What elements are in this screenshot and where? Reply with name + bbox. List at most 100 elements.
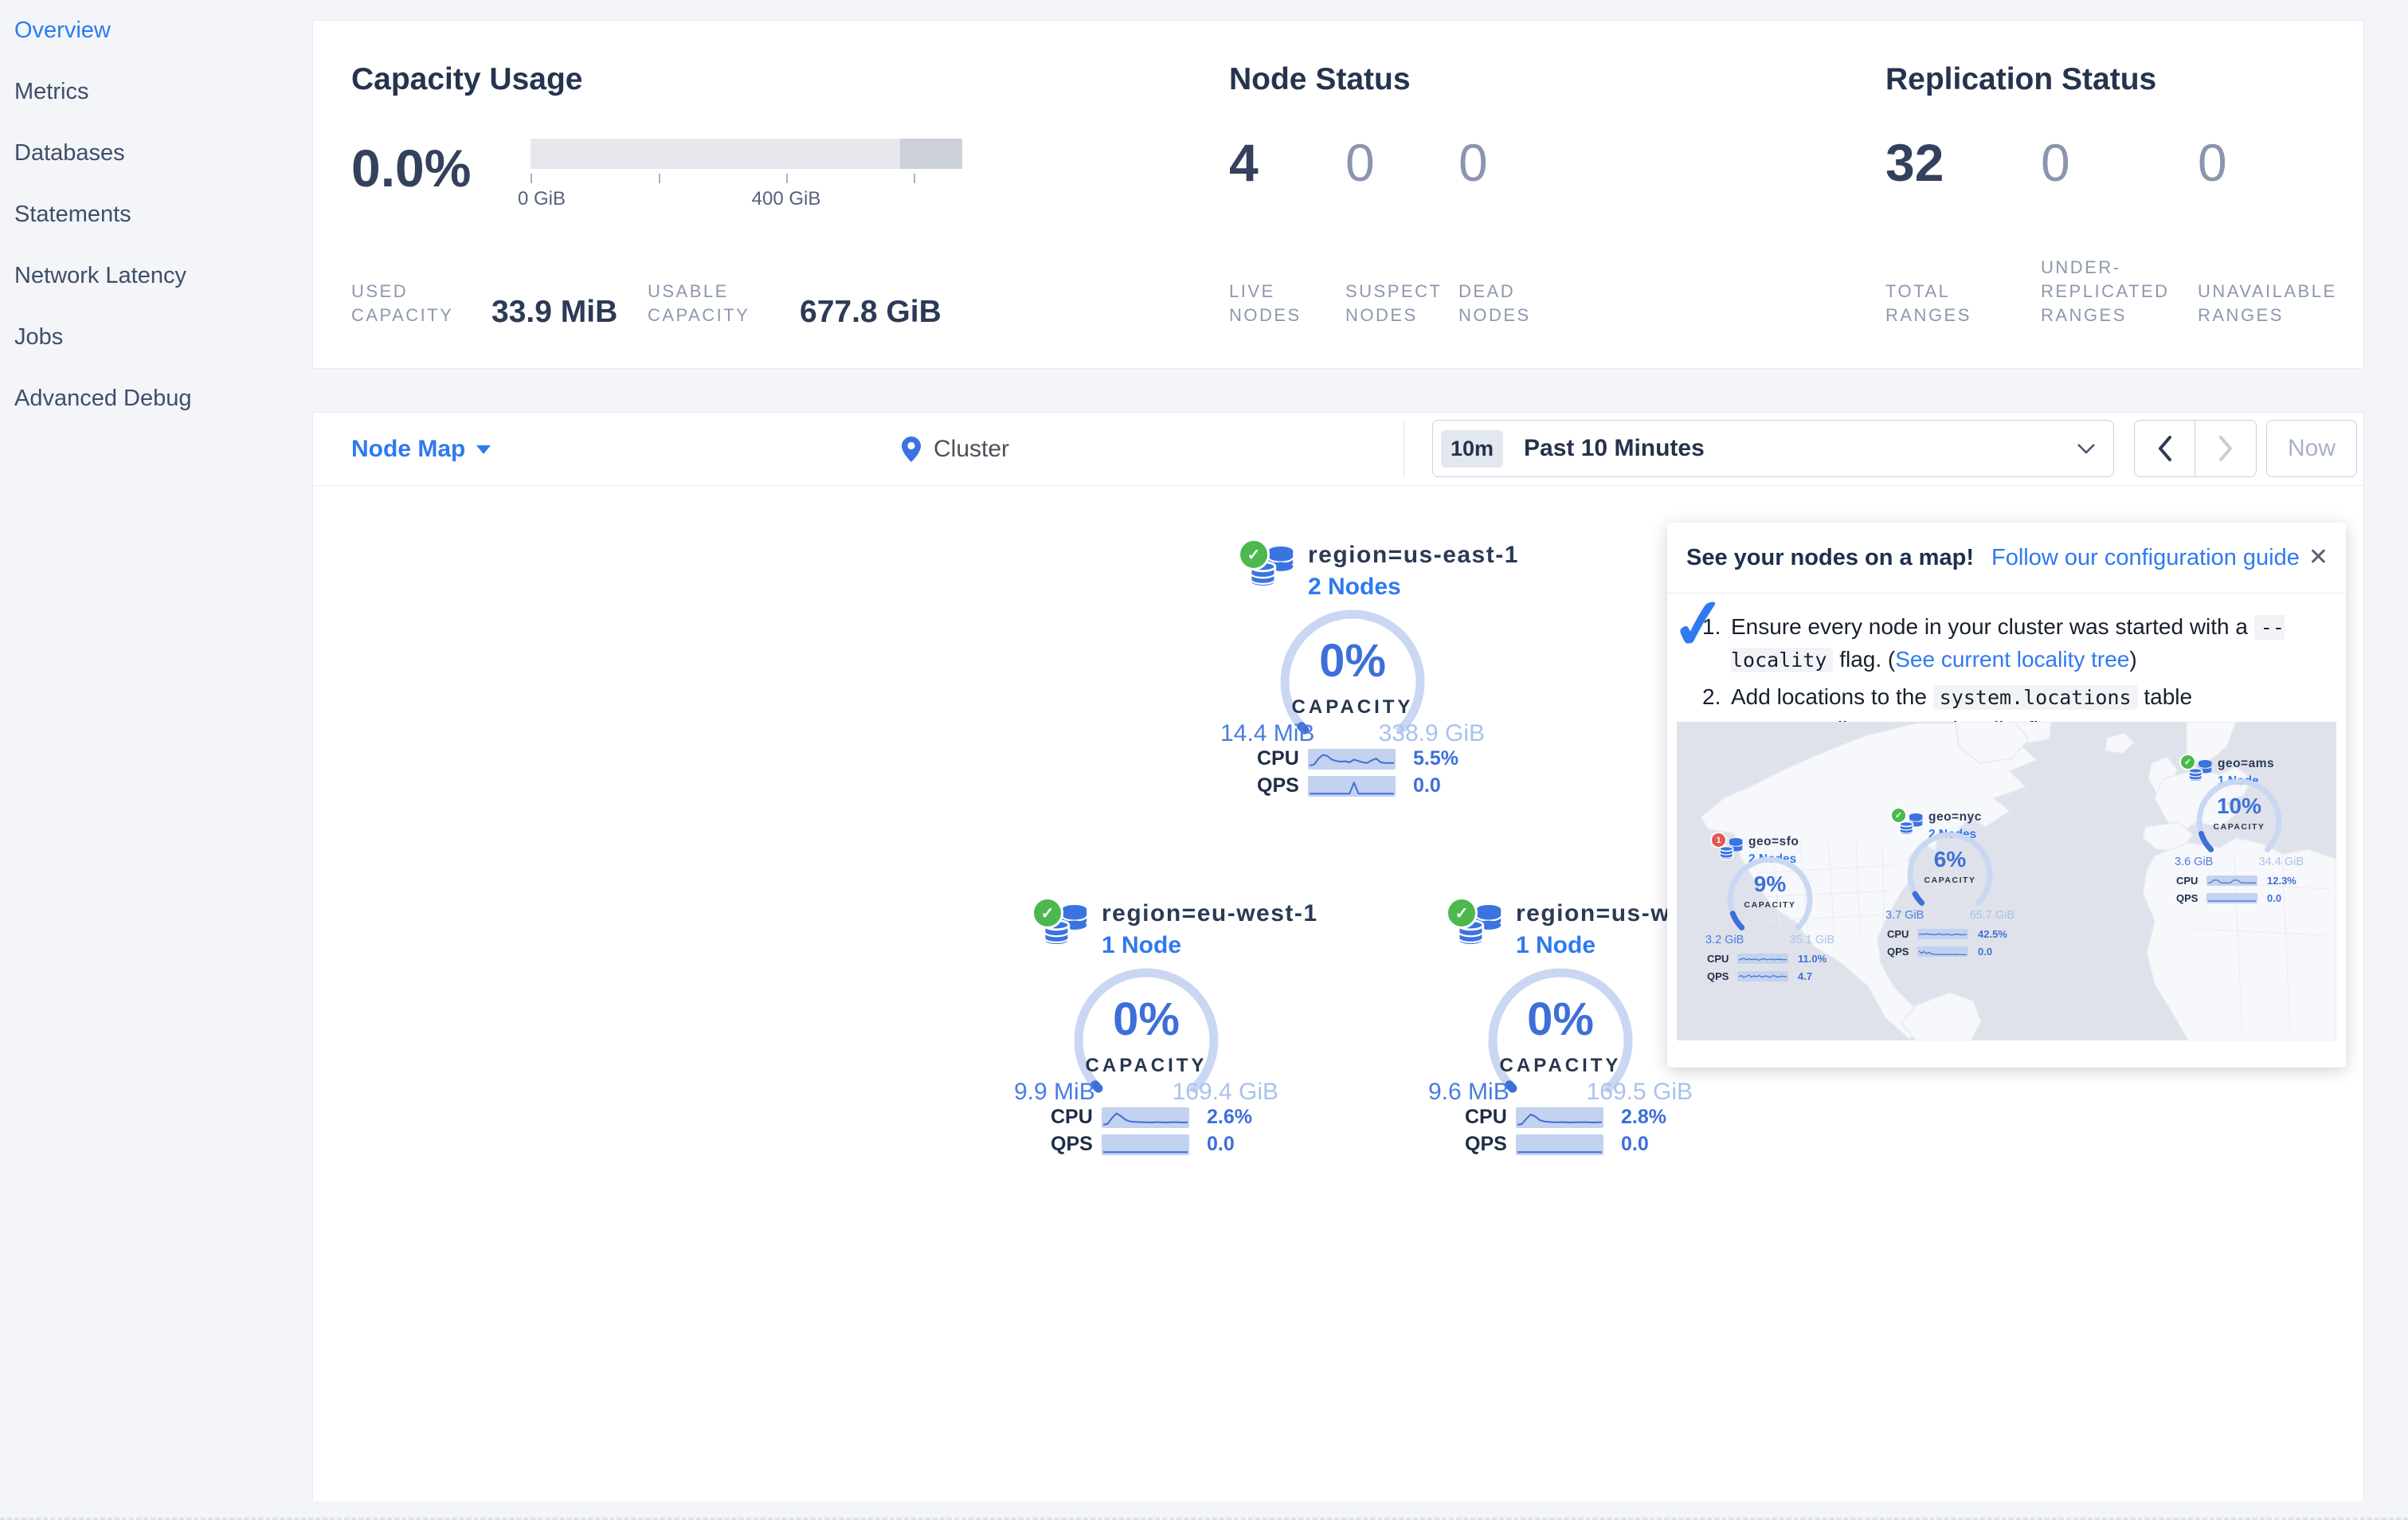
capacity-caption: CAPACITY bbox=[1924, 876, 1976, 885]
cpu-value: 11.0% bbox=[1798, 953, 1827, 965]
capacity-arc bbox=[1727, 856, 1813, 930]
dead-nodes-stat: 0 DEAD NODES bbox=[1459, 133, 1529, 327]
locality-tree-link[interactable]: See current locality tree bbox=[1895, 647, 2130, 672]
sidebar-item-overview[interactable]: Overview bbox=[14, 18, 111, 43]
cpu-label: CPU bbox=[1465, 1106, 1507, 1128]
setup-step-1: 1. Ensure every node in your cluster was… bbox=[1702, 611, 2314, 676]
sidebar-item-statements[interactable]: Statements bbox=[14, 202, 131, 227]
capacity-gauge: 0% CAPACITY bbox=[1067, 964, 1226, 1099]
cpu-label: CPU bbox=[1887, 928, 1909, 940]
geo-title: geo=ams bbox=[2218, 757, 2275, 770]
total-ranges-label: TOTAL RANGES bbox=[1885, 281, 1971, 325]
qps-label: QPS bbox=[1465, 1133, 1507, 1155]
sidebar-item-databases[interactable]: Databases bbox=[14, 140, 125, 166]
suspect-nodes-value: 0 bbox=[1345, 133, 1375, 192]
capacity-gauge: 6% CAPACITY bbox=[1905, 829, 1995, 909]
cpu-label: CPU bbox=[1707, 953, 1729, 965]
qps-sparkline bbox=[2206, 893, 2257, 903]
system-locations-code: system.locations bbox=[1932, 685, 2138, 710]
capacity-min-max: 14.4 MiB 338.9 GiB bbox=[1220, 720, 1485, 747]
cpu-metric-row: CPU 42.5% bbox=[1887, 928, 2007, 940]
region-card-eu-west-1[interactable]: ✓ region=eu-west-1 1 Node 0% CAPACITY 9.… bbox=[1014, 897, 1317, 1168]
cpu-label: CPU bbox=[2176, 875, 2199, 887]
time-nav-arrows bbox=[2134, 420, 2257, 477]
now-button[interactable]: Now bbox=[2266, 420, 2357, 477]
capacity-used-value: 3.7 GiB bbox=[1885, 909, 1924, 922]
qps-metric-row: QPS 0.0 bbox=[1887, 946, 1992, 958]
time-prev-button[interactable] bbox=[2134, 420, 2195, 477]
capacity-usable-value: 169.4 GiB bbox=[1172, 1079, 1278, 1105]
qps-metric-row: QPS 4.7 bbox=[1707, 970, 1812, 982]
region-nodes-link[interactable]: 2 Nodes bbox=[1308, 574, 1401, 600]
capacity-tick-label-0: 0 GiB bbox=[517, 188, 566, 210]
qps-metric-row: QPS 0.0 bbox=[2176, 892, 2281, 904]
region-nodes-link[interactable]: 1 Node bbox=[1102, 932, 1182, 958]
total-ranges-value: 32 bbox=[1885, 133, 1944, 192]
sidebar-item-network-latency[interactable]: Network Latency bbox=[14, 263, 186, 288]
cpu-value: 2.8% bbox=[1621, 1106, 1666, 1128]
region-nodes-link[interactable]: 1 Node bbox=[1516, 932, 1596, 958]
cpu-sparkline bbox=[1102, 1107, 1189, 1128]
time-next-button[interactable] bbox=[2195, 420, 2257, 477]
capacity-min-max: 3.6 GiB 34.4 GiB bbox=[2171, 856, 2307, 868]
cpu-sparkline bbox=[1516, 1107, 1603, 1128]
qps-label: QPS bbox=[1257, 774, 1299, 797]
time-range-dropdown[interactable]: 10m Past 10 Minutes bbox=[1432, 420, 2114, 477]
cpu-label: CPU bbox=[1257, 747, 1299, 770]
qps-sparkline bbox=[1102, 1134, 1189, 1155]
qps-label: QPS bbox=[1707, 970, 1729, 982]
healthy-check-icon: ✓ bbox=[1890, 807, 1907, 824]
capacity-arc bbox=[1074, 968, 1219, 1093]
dead-nodes-value: 0 bbox=[1459, 133, 1488, 192]
chevron-down-icon bbox=[476, 445, 491, 454]
capacity-usable-value: 35.1 GiB bbox=[1789, 934, 1834, 946]
capacity-bar: 0 GiB 400 GiB bbox=[518, 139, 962, 234]
capacity-arc bbox=[1907, 832, 1993, 906]
capacity-used-value: 14.4 MiB bbox=[1220, 720, 1315, 746]
healthy-check-icon: ✓ bbox=[1032, 897, 1063, 929]
region-card-us-east-1[interactable]: ✓ region=us-east-1 2 Nodes 0% CAPACITY 1… bbox=[1220, 539, 1517, 809]
node-map-canvas: ✓ region=us-east-1 2 Nodes 0% CAPACITY 1… bbox=[313, 486, 2363, 1502]
capacity-used-value: 9.6 MiB bbox=[1428, 1079, 1509, 1105]
configuration-guide-link[interactable]: Follow our configuration guide bbox=[1991, 544, 2300, 570]
cluster-summary-card: Capacity Usage 0.0% 0 GiB 400 GiB USED C… bbox=[312, 20, 2364, 369]
node-map-card: Node Map Cluster 10m Past 10 Minutes bbox=[312, 412, 2364, 1502]
nodes-on-map-popup: See your nodes on a map! Follow our conf… bbox=[1666, 523, 2346, 1068]
capacity-gauge: 0% CAPACITY bbox=[1273, 605, 1432, 741]
suspect-nodes-label: SUSPECT NODES bbox=[1345, 281, 1443, 325]
cpu-metric-row: CPU 2.8% bbox=[1465, 1106, 1666, 1129]
step-number: 1. bbox=[1702, 614, 1721, 639]
live-nodes-stat: 4 LIVE NODES bbox=[1229, 136, 1299, 327]
capacity-usable-value: 169.5 GiB bbox=[1586, 1079, 1693, 1105]
under-replicated-ranges-stat: 0 UNDER-REPLICATED RANGES bbox=[2041, 136, 2167, 327]
usable-capacity-label: USABLE CAPACITY bbox=[648, 281, 750, 325]
close-icon[interactable]: ✕ bbox=[2308, 544, 2328, 570]
blue-check-icon: ✓ bbox=[1666, 583, 1732, 666]
capacity-arc bbox=[1488, 968, 1633, 1093]
step-text: Ensure every node in your cluster was st… bbox=[1731, 611, 2314, 676]
sidebar-item-advanced-debug[interactable]: Advanced Debug bbox=[14, 386, 192, 411]
replication-status-section: Replication Status 32 TOTAL RANGES 0 UND… bbox=[1885, 21, 2363, 370]
cpu-value: 12.3% bbox=[2267, 875, 2296, 887]
view-mode-dropdown[interactable]: Node Map bbox=[351, 413, 491, 486]
sidebar-item-jobs[interactable]: Jobs bbox=[14, 324, 64, 350]
view-mode-label: Node Map bbox=[351, 436, 466, 462]
region-title: region=eu-west-1 bbox=[1102, 900, 1318, 926]
capacity-bar-reserved-segment bbox=[900, 139, 962, 169]
breadcrumb[interactable]: Cluster bbox=[902, 413, 1009, 486]
error-count-badge: 1 bbox=[1710, 832, 1727, 848]
step-text-segment: Add locations to the bbox=[1731, 684, 1933, 709]
node-status-section: Node Status 4 LIVE NODES 0 SUSPECT NODES… bbox=[1229, 21, 1803, 370]
used-capacity-stat: USED CAPACITY 33.9 MiB bbox=[351, 280, 617, 327]
chevron-left-icon bbox=[2158, 436, 2171, 461]
cpu-sparkline bbox=[1917, 929, 1968, 939]
sidebar-item-metrics[interactable]: Metrics bbox=[14, 79, 89, 104]
capacity-tick bbox=[786, 174, 788, 183]
time-range-badge: 10m bbox=[1441, 429, 1504, 468]
qps-value: 0.0 bbox=[1413, 774, 1441, 797]
cpu-metric-row: CPU 2.6% bbox=[1051, 1106, 1252, 1129]
capacity-used-percent: 0.0% bbox=[351, 139, 472, 198]
region-card-us-west-1[interactable]: ✓ region=us-west-1 1 Node 0% CAPACITY 9.… bbox=[1428, 897, 1731, 1168]
qps-sparkline bbox=[1917, 946, 1968, 957]
